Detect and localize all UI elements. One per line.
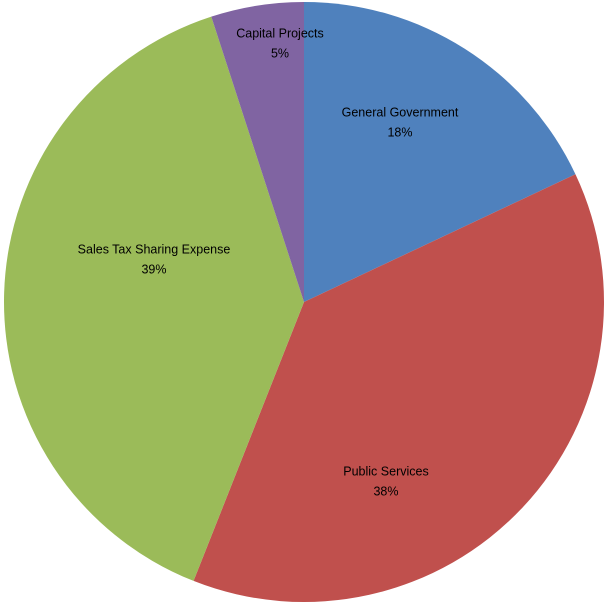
slice-value-label: 38% xyxy=(373,484,398,498)
slice-label: Sales Tax Sharing Expense xyxy=(78,242,231,256)
pie-slice xyxy=(193,174,604,602)
pie-slice xyxy=(211,1,304,302)
pie-slice xyxy=(4,16,305,581)
slice-label: Capital Projects xyxy=(236,26,324,40)
slice-value-label: 18% xyxy=(387,125,412,139)
slice-value-label: 39% xyxy=(141,262,166,276)
pie-slice xyxy=(304,2,576,302)
slice-label: Public Services xyxy=(343,464,428,478)
slice-label: General Government xyxy=(342,105,459,119)
slice-value-label: 5% xyxy=(271,46,289,60)
